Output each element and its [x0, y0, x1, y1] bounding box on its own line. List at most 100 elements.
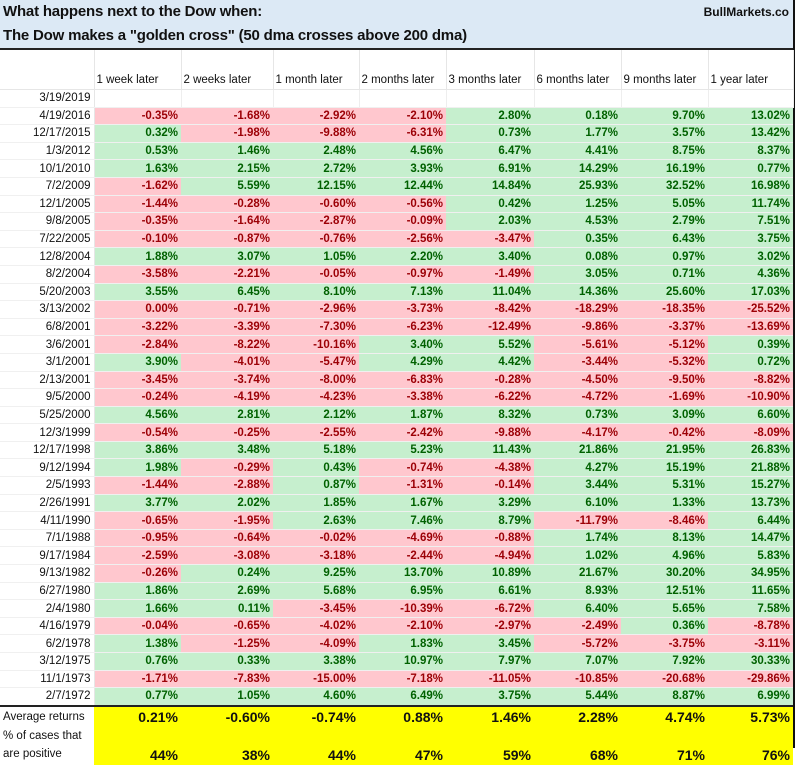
- return-cell: -10.85%: [534, 670, 621, 689]
- return-cell: 21.67%: [534, 564, 621, 583]
- return-cell: -3.37%: [621, 318, 708, 337]
- row-date: 9/8/2005: [0, 212, 95, 231]
- return-cell: 12.51%: [621, 582, 708, 601]
- date-column-header: [0, 50, 95, 90]
- return-cell: -1.62%: [94, 177, 181, 196]
- return-cell: 3.55%: [94, 283, 181, 302]
- return-cell: 13.02%: [708, 107, 793, 126]
- table-row: 9/13/1982 -0.26% 0.24% 9.25% 13.70% 10.89% 21.…: [0, 564, 793, 583]
- return-cell: -20.68%: [621, 670, 708, 689]
- return-cell: -8.09%: [708, 423, 793, 442]
- return-cell: -9.86%: [534, 318, 621, 337]
- return-cell: 1.33%: [621, 494, 708, 513]
- return-cell: 12.15%: [273, 177, 359, 196]
- row-date: 4/11/1990: [0, 511, 95, 530]
- return-cell: -0.29%: [181, 458, 273, 478]
- return-cell: -2.44%: [359, 546, 446, 566]
- return-cell: -5.61%: [534, 335, 621, 354]
- return-cell: -8.42%: [446, 300, 534, 319]
- table-row: 3/19/2019: [0, 89, 794, 108]
- return-cell: -5.32%: [621, 353, 708, 372]
- table-row: 2/5/1993 -1.44% -2.88% 0.87% -1.31% -0.14% 3.4…: [0, 476, 793, 495]
- return-cell: 6.40%: [534, 599, 621, 618]
- return-cell: 4.56%: [94, 406, 181, 425]
- return-cell: [273, 89, 360, 108]
- table-row: 9/5/2000 -0.24% -4.19% -4.23% -3.38% -6.22% -4…: [0, 388, 793, 407]
- return-cell: -7.83%: [181, 670, 273, 689]
- return-cell: -0.09%: [359, 212, 446, 231]
- average-value: 4.74%: [621, 704, 708, 727]
- return-cell: -2.97%: [446, 617, 534, 636]
- table-row: 9/17/1984 -2.59% -3.08% -3.18% -2.44% -4.94% 1…: [0, 546, 793, 566]
- return-cell: 3.07%: [181, 247, 273, 266]
- return-cell: 1.05%: [273, 247, 359, 266]
- return-cell: -8.46%: [621, 511, 708, 530]
- return-cell: -10.39%: [359, 599, 446, 618]
- table-row: 12/8/2004 1.88% 3.07% 1.05% 2.20% 3.40% 0.08% 0…: [0, 247, 793, 266]
- column-header: 1 year later: [708, 50, 794, 90]
- table-row: 6/8/2001 -3.22% -3.39% -7.30% -6.23% -12.49% -…: [0, 318, 793, 337]
- return-cell: 1.05%: [181, 687, 273, 707]
- return-cell: 0.87%: [273, 476, 359, 495]
- row-date: 7/1/1988: [0, 529, 95, 548]
- return-cell: -3.11%: [708, 634, 793, 653]
- average-value: 2.28%: [534, 704, 621, 727]
- return-cell: 6.91%: [446, 159, 534, 178]
- return-cell: 4.96%: [621, 546, 708, 566]
- return-cell: 1.38%: [94, 634, 181, 653]
- table-body: 3/19/2019 4/19/2016 -0.35% -1.68% -2.92% -2.1…: [0, 89, 794, 707]
- table-row: 6/27/1980 1.86% 2.69% 5.68% 6.95% 6.61% 8.93% 1…: [0, 582, 793, 601]
- return-cell: 15.19%: [621, 458, 708, 478]
- row-date: 3/19/2019: [0, 89, 95, 108]
- table-row: 3/1/2001 3.90% -4.01% -5.47% 4.29% 4.42% -3.44…: [0, 353, 793, 372]
- return-cell: 0.18%: [534, 107, 621, 126]
- returns-table: 1 week later 2 weeks later 1 month later…: [0, 50, 794, 765]
- return-cell: -0.60%: [273, 195, 359, 214]
- return-cell: -3.22%: [94, 318, 181, 337]
- table-row: 9/12/1994 1.98% -0.29% 0.43% -0.74% -4.38% 4.2…: [0, 458, 793, 478]
- return-cell: 4.27%: [534, 458, 621, 478]
- return-cell: 0.76%: [94, 652, 181, 671]
- return-cell: 5.05%: [621, 195, 708, 214]
- return-cell: -0.25%: [181, 423, 273, 442]
- return-cell: -0.65%: [94, 511, 181, 530]
- row-date: 3/12/1975: [0, 652, 95, 671]
- table-row: 12/3/1999 -0.54% -0.25% -2.55% -2.42% -9.88% -…: [0, 423, 793, 442]
- return-cell: -2.42%: [359, 423, 446, 442]
- average-value: 5.73%: [708, 704, 793, 727]
- return-cell: -3.58%: [94, 265, 181, 284]
- percent-positive-row: % of cases that are positive 44% 38% 44%…: [0, 726, 793, 765]
- return-cell: -25.52%: [708, 300, 793, 319]
- return-cell: 26.83%: [708, 441, 793, 460]
- return-cell: -4.09%: [273, 634, 359, 653]
- percent-positive-value: 59%: [446, 726, 534, 765]
- row-date: 2/26/1991: [0, 494, 95, 513]
- column-header: 3 months later: [446, 50, 535, 90]
- return-cell: 6.10%: [534, 494, 621, 513]
- return-cell: 16.98%: [708, 177, 793, 196]
- return-cell: -2.88%: [181, 476, 273, 495]
- return-cell: 5.52%: [446, 335, 534, 354]
- percent-positive-value: 44%: [273, 726, 359, 765]
- table-row: 3/13/2002 0.00% -0.71% -2.96% -3.73% -8.42% -1…: [0, 300, 793, 319]
- return-cell: 3.77%: [94, 494, 181, 513]
- table-row: 4/11/1990 -0.65% -1.95% 2.63% 7.46% 8.79% -11.…: [0, 511, 793, 530]
- return-cell: 3.02%: [708, 247, 793, 266]
- return-cell: -2.10%: [359, 107, 446, 126]
- return-cell: -7.30%: [273, 318, 359, 337]
- return-cell: -0.35%: [94, 212, 181, 231]
- return-cell: 8.75%: [621, 142, 708, 161]
- return-cell: 1.98%: [94, 458, 181, 478]
- percent-positive-label-line-2: are positive: [3, 747, 62, 760]
- return-cell: -4.72%: [534, 388, 621, 407]
- return-cell: -8.78%: [708, 617, 793, 636]
- column-header: 1 month later: [273, 50, 360, 90]
- header-row: 1 week later 2 weeks later 1 month later…: [0, 50, 794, 90]
- return-cell: 1.77%: [534, 124, 621, 143]
- return-cell: 0.77%: [94, 687, 181, 707]
- percent-positive-value: 76%: [708, 726, 793, 765]
- return-cell: -0.65%: [181, 617, 273, 636]
- return-cell: -1.44%: [94, 195, 181, 214]
- return-cell: -3.45%: [94, 371, 181, 390]
- return-cell: -1.31%: [359, 476, 446, 495]
